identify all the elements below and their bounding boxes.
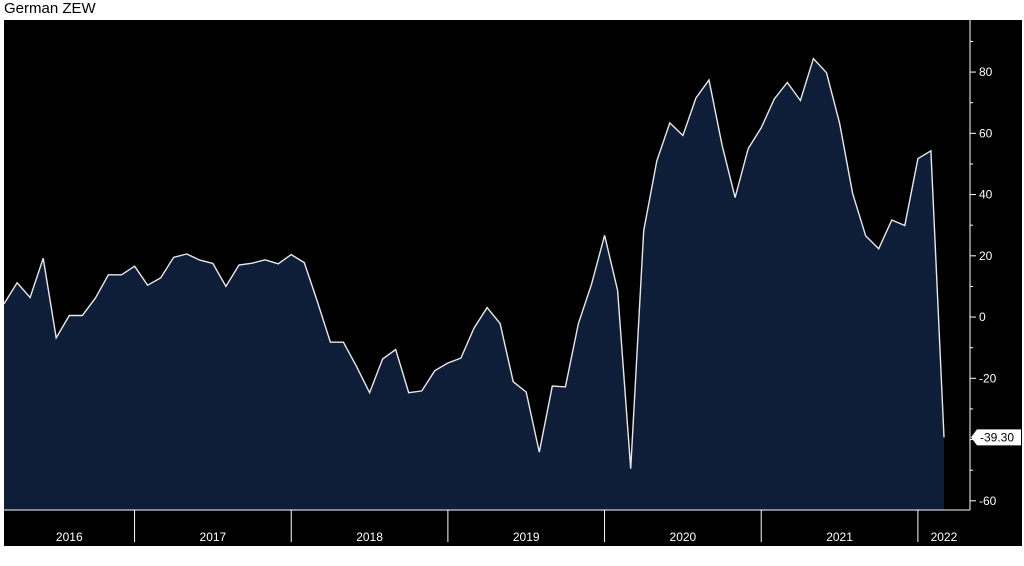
y-tick-label: 0 [979, 310, 986, 324]
chart-title: German ZEW [4, 0, 96, 17]
series-area [4, 58, 944, 510]
y-tick-label: 40 [979, 188, 993, 202]
x-tick-label: 2022 [931, 530, 958, 544]
x-tick-label: 2020 [670, 530, 697, 544]
y-tick-label: 80 [979, 65, 993, 79]
y-tick-label: 60 [979, 126, 993, 140]
y-tick-label: -20 [979, 371, 997, 385]
last-value-label: -39.30 [980, 430, 1014, 444]
series-line [3, 57, 945, 469]
x-tick-label: 2016 [56, 530, 83, 544]
x-tick-label: 2019 [513, 530, 540, 544]
x-tick-label: 2018 [356, 530, 383, 544]
footer-text: GRZEWI Index (ZEW Germany Expectation of… [5, 549, 966, 562]
x-tick-label: 2021 [826, 530, 853, 544]
y-tick-label: 20 [979, 249, 993, 263]
x-tick-label: 2017 [200, 530, 227, 544]
y-tick-label: -60 [979, 494, 997, 508]
last-value-box [971, 429, 1021, 446]
